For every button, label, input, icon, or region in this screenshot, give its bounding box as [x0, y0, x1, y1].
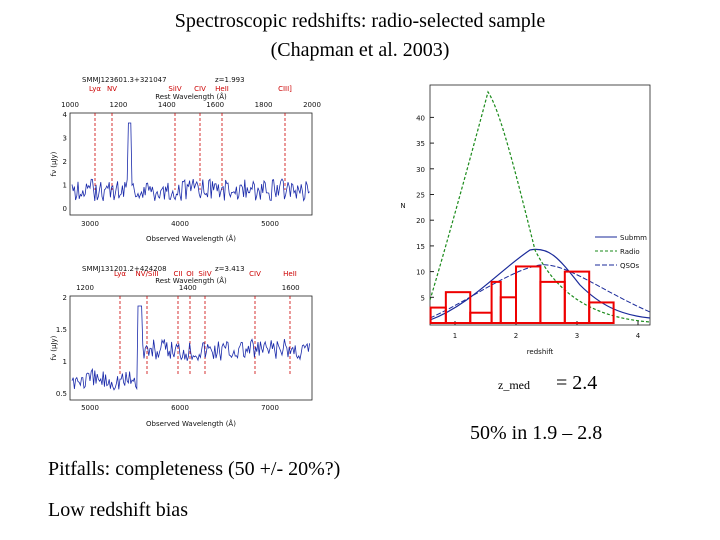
hist-bar	[563, 270, 591, 325]
line-label: CIII]	[278, 85, 292, 93]
hist-x-label: redshift	[527, 348, 554, 356]
hist-y-tick: 10	[416, 269, 425, 277]
hist-bar	[469, 311, 493, 325]
y-tick-label: 3	[63, 135, 67, 143]
hist-bar	[515, 265, 542, 324]
obs-tick-label: 4000	[171, 220, 189, 228]
rest-tick-label: 1400	[158, 101, 176, 109]
hist-y-tick: 15	[416, 243, 425, 251]
line-label: HeII	[215, 85, 229, 93]
y-axis-label: fν (μJy)	[50, 151, 58, 176]
redshift-label: z=3.413	[215, 265, 245, 273]
object-name: SMMJ131201.2+424208	[82, 265, 167, 273]
line-label: NV	[107, 85, 117, 93]
hist-y-tick: 30	[416, 166, 425, 174]
line-label: CII	[173, 270, 182, 278]
zmed-symbol: z_med	[498, 378, 530, 392]
obs-tick-label: 6000	[171, 404, 189, 412]
hist-y-tick: 40	[416, 114, 425, 122]
pitfall-note: Pitfalls: completeness (50 +/- 20%?)	[48, 458, 340, 480]
title-line: (Chapman et al. 2003)	[271, 39, 450, 61]
rest-tick-label: 1600	[206, 101, 224, 109]
redshift-range: 50% in 1.9 – 2.8	[470, 422, 602, 444]
legend-label: Radio	[620, 248, 640, 256]
obs-tick-label: 7000	[261, 404, 279, 412]
hist-bar	[539, 280, 566, 325]
obs-tick-label: 5000	[81, 404, 99, 412]
legend-label: QSOs	[620, 262, 639, 270]
y-tick-label: 1	[63, 358, 67, 366]
hist-y-tick: 20	[416, 217, 425, 225]
spectrum-frame	[69, 295, 313, 401]
rest-tick-label: 1000	[61, 101, 79, 109]
hist-x-tick: 4	[636, 332, 641, 340]
rest-tick-label: 1800	[255, 101, 273, 109]
submm-curve	[429, 248, 651, 321]
rest-tick-label: 1400	[179, 284, 197, 292]
title-line: Spectroscopic redshifts: radio-selected …	[175, 10, 546, 32]
hist-bar	[429, 306, 447, 324]
line-label: Lyα	[89, 85, 101, 93]
hist-bar	[588, 301, 615, 325]
rest-tick-label: 1200	[76, 284, 94, 292]
hist-x-tick: 3	[575, 332, 579, 340]
y-tick-label: 0.5	[56, 390, 67, 398]
redshift-label: z=1.993	[215, 76, 245, 84]
line-label: OI	[186, 270, 194, 278]
radio-curve	[429, 90, 651, 323]
y-tick-label: 2	[63, 294, 67, 302]
rest-tick-label: 2000	[303, 101, 321, 109]
line-label: Lyα	[114, 270, 126, 278]
hist-bar	[444, 291, 472, 325]
line-label: CIV	[249, 270, 261, 278]
obs-axis-label: Observed Wavelength (Å)	[146, 419, 236, 428]
hist-y-tick: 25	[416, 192, 425, 200]
hist-bar	[490, 280, 502, 325]
y-tick-label: 0	[63, 205, 67, 213]
legend-label: Submm	[620, 234, 647, 242]
line-label: CIV	[194, 85, 206, 93]
hist-y-tick: 35	[416, 140, 425, 148]
obs-tick-label: 3000	[81, 220, 99, 228]
spectrum-trace	[71, 305, 310, 391]
line-label: NV/SiII	[136, 270, 159, 278]
rest-axis-label: Rest Wavelength (Å)	[155, 92, 227, 101]
obs-tick-label: 5000	[261, 220, 279, 228]
y-tick-label: 1	[63, 182, 67, 190]
rest-tick-label: 1600	[282, 284, 300, 292]
bias-note: Low redshift bias	[48, 499, 188, 521]
y-tick-label: 1.5	[56, 326, 67, 334]
spectrum-trace	[71, 122, 310, 202]
object-name: SMMJ123601.3+321047	[82, 76, 167, 84]
hist-y-tick: 5	[421, 294, 425, 302]
spectrum-frame	[69, 112, 313, 216]
line-label: HeII	[283, 270, 297, 278]
zmed-value: = 2.4	[556, 372, 597, 394]
line-label: SiIV	[198, 270, 211, 278]
obs-axis-label: Observed Wavelength (Å)	[146, 234, 236, 243]
hist-x-tick: 2	[514, 332, 518, 340]
rest-tick-label: 1200	[109, 101, 127, 109]
y-tick-label: 2	[63, 158, 67, 166]
hist-frame	[429, 84, 651, 326]
hist-x-tick: 1	[453, 332, 457, 340]
hist-y-label: N	[400, 202, 405, 210]
y-tick-label: 4	[63, 111, 68, 119]
rest-axis-label: Rest Wavelength (Å)	[155, 276, 227, 285]
qso-curve	[429, 264, 651, 319]
y-axis-label: fν (μJy)	[50, 335, 58, 360]
hist-bar	[499, 296, 517, 324]
line-label: SiIV	[168, 85, 181, 93]
